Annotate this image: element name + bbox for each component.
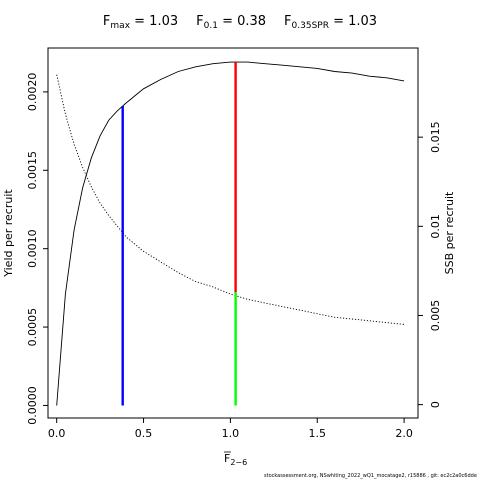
fmax-sub: max — [110, 21, 131, 31]
y-tick-label: 0.0000 — [26, 386, 39, 425]
y-right-tick-label: 0.015 — [429, 121, 442, 153]
f01-label: F — [196, 14, 204, 29]
reference-lines-layer — [121, 62, 237, 406]
yield-per-recruit-curve — [56, 61, 405, 406]
f01-sub: 0.1 — [203, 21, 218, 31]
curves-layer — [56, 61, 405, 406]
chart-title: Fmax = 1.03 F0.1 = 0.38 F0.35SPR = 1.03 — [0, 14, 480, 31]
y-axis-right: 0 0.005 0.01 0.015 — [418, 121, 442, 408]
y-right-tick-label: 0 — [429, 401, 442, 408]
y-tick-label: 0.0010 — [26, 229, 39, 268]
fspr-sub: 0.35SPR — [291, 21, 329, 31]
y-tick-label: 0.0005 — [26, 308, 39, 347]
x-tick-label: 0.5 — [135, 427, 153, 440]
fspr-value: = 1.03 — [328, 14, 378, 29]
fspr-label: F — [284, 14, 292, 29]
fmax-label: F — [102, 14, 111, 29]
x-tick-label: 2.0 — [395, 427, 413, 440]
y-axis-left: 0.0000 0.0005 0.0010 0.0015 0.0020 — [26, 73, 48, 425]
y-axis-right-label: SSB per recruit — [443, 191, 456, 274]
x-tick-label: 1.0 — [222, 427, 240, 440]
x-axis-label: F2−6 — [224, 452, 247, 467]
y-tick-label: 0.0020 — [26, 73, 39, 112]
x-tick-label: 1.5 — [308, 427, 326, 440]
f01-value: = 0.38 — [217, 14, 267, 29]
y-tick-label: 0.0015 — [26, 151, 39, 190]
x-tick-label: 0.0 — [48, 427, 66, 440]
y-axis-label: Yield per recruit — [2, 189, 15, 278]
x-axis-label-main: F — [224, 452, 230, 465]
x-axis-label-sub: 2−6 — [230, 458, 247, 467]
x-axis: 0.0 0.5 1.0 1.5 2.0 — [48, 418, 413, 440]
footer-credit: stockassessment.org, NSwhiting_2022_wQ1_… — [264, 473, 477, 479]
fmax-value: = 1.03 — [130, 14, 179, 29]
y-right-tick-label: 0.01 — [429, 214, 442, 239]
plot-frame — [47, 47, 419, 419]
y-right-tick-label: 0.005 — [429, 300, 442, 332]
ssb-per-recruit-curve — [56, 74, 405, 325]
